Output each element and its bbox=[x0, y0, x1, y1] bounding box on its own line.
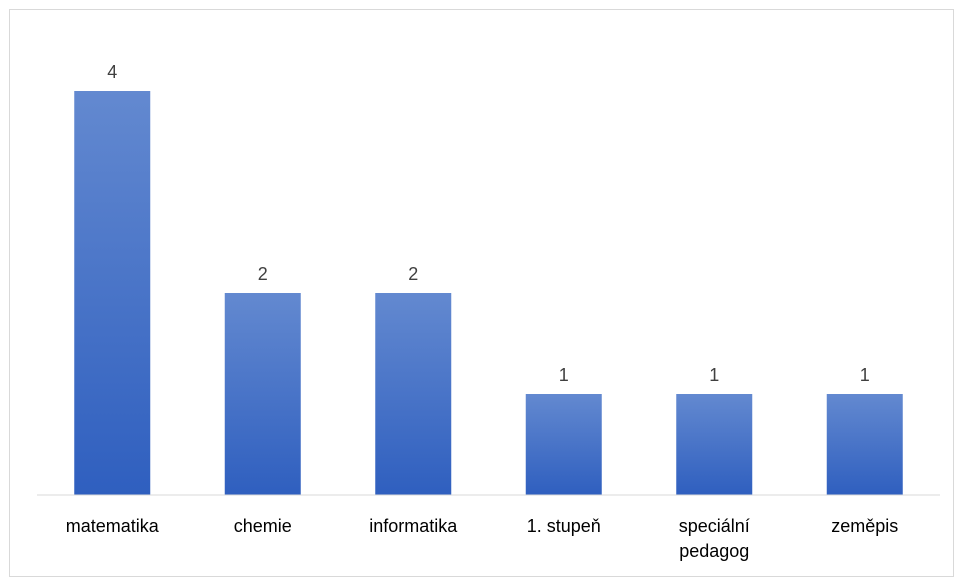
category-label-1: chemie bbox=[234, 516, 292, 536]
bar-4 bbox=[676, 394, 753, 495]
chart-frame bbox=[9, 9, 954, 577]
data-label-1: 2 bbox=[258, 264, 268, 284]
data-label-5: 1 bbox=[860, 365, 870, 385]
category-label-3: 1. stupeň bbox=[527, 516, 601, 536]
data-label-0: 4 bbox=[107, 62, 117, 82]
bar-5 bbox=[826, 394, 903, 495]
data-label-4: 1 bbox=[709, 365, 719, 385]
data-label-3: 1 bbox=[559, 365, 569, 385]
category-label-5: zeměpis bbox=[831, 516, 898, 536]
category-label-0: matematika bbox=[66, 516, 160, 536]
bar-1 bbox=[224, 293, 301, 495]
category-label-4: speciální pedagog bbox=[679, 516, 750, 561]
data-label-2: 2 bbox=[408, 264, 418, 284]
bar-0 bbox=[74, 91, 151, 495]
bar-3 bbox=[525, 394, 602, 495]
category-label-2: informatika bbox=[369, 516, 458, 536]
bar-2 bbox=[375, 293, 452, 495]
